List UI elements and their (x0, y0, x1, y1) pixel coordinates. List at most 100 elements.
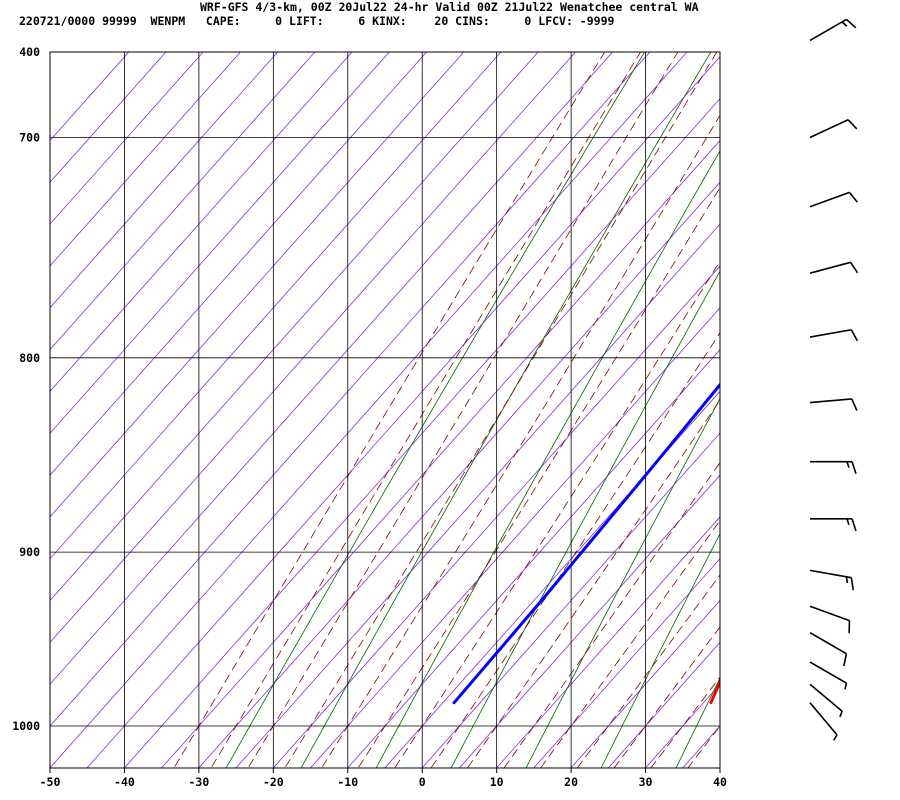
moist-adiabat-line (247, 52, 679, 768)
dewpoint-profile-line (452, 382, 720, 705)
wind-barb-staff (809, 18, 847, 42)
y-tick-label: 800 (19, 351, 40, 365)
y-axis-ticks: 4005006007008009001000 (12, 45, 40, 733)
wind-barb (809, 631, 848, 667)
wind-barb (810, 518, 857, 532)
x-tick-label: -40 (114, 775, 135, 789)
wind-barb-flag (845, 18, 857, 29)
wind-barb (809, 328, 859, 342)
wind-barb-flag (851, 461, 857, 474)
isotherm-line (272, 265, 720, 768)
wind-barb-staff (809, 261, 851, 274)
x-tick-label: 10 (490, 775, 504, 789)
wind-barb (809, 702, 838, 741)
isotherm-line (495, 516, 720, 768)
dry-adiabat-line (891, 0, 900, 791)
moist-adiabat-line (540, 519, 720, 768)
dry-adiabat-line (375, 149, 720, 768)
y-tick-label: 700 (19, 130, 40, 144)
x-tick-label: 0 (419, 775, 426, 789)
isotherm-line (774, 0, 900, 791)
isotherm-line (50, 52, 688, 768)
isotherm-line (384, 390, 720, 768)
wind-barb-half-flag (833, 734, 838, 741)
wind-barb-half-flag (844, 682, 848, 690)
wind-barb-half-flag (846, 518, 850, 526)
wind-barb-half-flag (845, 576, 849, 584)
dry-adiabat-line (600, 532, 720, 768)
wind-barb-staff (809, 683, 843, 712)
wind-barbs (809, 18, 859, 741)
wind-barb-staff (809, 605, 850, 622)
isotherm-line (123, 98, 720, 768)
x-tick-label: -10 (337, 775, 358, 789)
grid-lines (50, 52, 720, 768)
isotherm-line (198, 181, 720, 768)
moist-adiabat-line (650, 676, 720, 768)
wind-barb-flag (848, 191, 858, 203)
x-tick-label: 40 (713, 775, 727, 789)
moist-adiabat-line (394, 260, 720, 768)
moist-adiabat-line (284, 52, 718, 768)
moist-adiabat-line (173, 52, 606, 768)
x-tick-label: 30 (639, 775, 653, 789)
dry-adiabat-line (740, 0, 900, 791)
dry-adiabat-line (675, 677, 720, 768)
isotherm-line (309, 307, 720, 768)
station-indices-line: 220721/0000 99999 WENPM CAPE: 0 LIFT: 6 … (19, 14, 615, 28)
profiles (452, 382, 720, 705)
dry-adiabat-line (450, 270, 720, 768)
isotherm-line (347, 348, 720, 768)
dry-adiabat-line (300, 52, 712, 768)
wind-barb-flag (847, 119, 858, 130)
wind-barb (809, 569, 855, 591)
wind-barb (810, 460, 857, 474)
wind-barb (809, 661, 848, 690)
x-tick-label: -50 (40, 775, 61, 789)
wind-barb-flag (849, 261, 859, 274)
wind-barb-flag (851, 398, 858, 411)
y-tick-label: 400 (19, 45, 40, 59)
wind-barb-half-flag (841, 21, 848, 27)
x-tick-label: 20 (564, 775, 578, 789)
dry-adiabat-line (525, 397, 720, 768)
wind-barb (809, 119, 858, 139)
x-tick-label: -20 (263, 775, 284, 789)
wind-barb-flag (850, 577, 855, 591)
wind-barb-half-flag (846, 461, 850, 468)
moist-adiabat-line (687, 725, 720, 768)
wind-barb-staff (809, 328, 852, 338)
wind-barb (809, 18, 857, 42)
isotherm-line (607, 641, 720, 768)
wind-barb-staff (809, 702, 838, 736)
wind-barb (809, 261, 859, 274)
isotherm-line (644, 683, 720, 768)
isotherm-line (570, 599, 720, 768)
x-tick-label: -30 (188, 775, 209, 789)
wind-barb-flag (850, 329, 859, 342)
wind-barb-flag (851, 518, 857, 532)
wind-barb-staff (809, 398, 852, 404)
moist-adiabat-line (210, 52, 642, 768)
wind-barb-staff (809, 569, 852, 579)
moist-adiabat-line (503, 461, 720, 768)
isotherm-line (160, 139, 720, 768)
moist-adiabat-line (576, 574, 720, 768)
isotherm-line (682, 725, 720, 768)
isotherm-line (719, 767, 720, 768)
moist-adiabat-line (357, 186, 720, 768)
wind-barb-half-flag (839, 710, 843, 718)
y-tick-label: 900 (19, 545, 40, 559)
chart-title: WRF-GFS 4/3-km, 00Z 20Jul22 24-hr Valid … (200, 0, 699, 14)
moist-adiabat-line (467, 399, 720, 768)
temperature-profile-line (709, 678, 720, 705)
wind-barb (809, 605, 851, 634)
wind-barb (809, 683, 843, 718)
isotherm-line (811, 0, 900, 791)
